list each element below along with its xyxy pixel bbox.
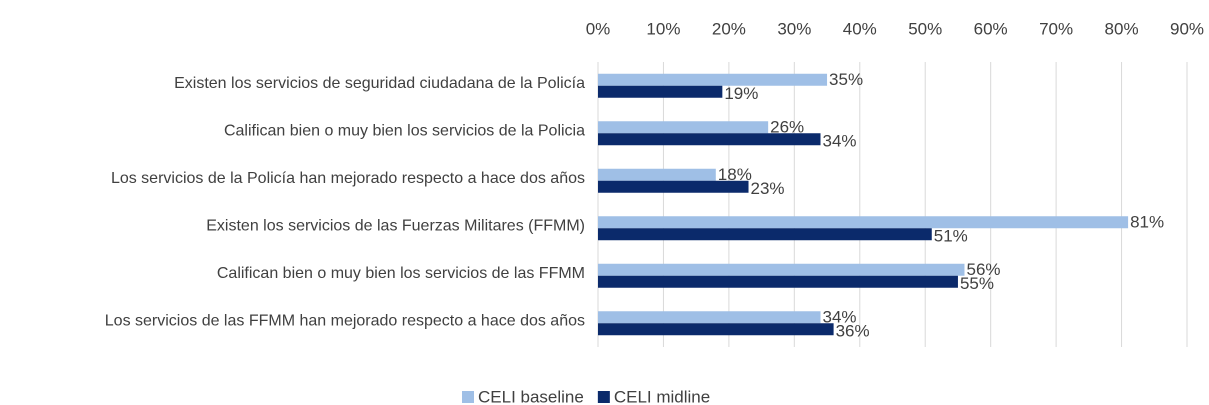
data-label: 56% bbox=[966, 260, 1000, 279]
x-tick-label: 60% bbox=[974, 19, 1008, 38]
bar bbox=[598, 323, 834, 336]
legend-swatch bbox=[597, 391, 610, 403]
data-label: 81% bbox=[1130, 213, 1164, 232]
x-tick-label: 70% bbox=[1039, 19, 1073, 38]
category-label: Los servicios de las FFMM han mejorado r… bbox=[105, 312, 585, 329]
legend-label: CELI midline bbox=[614, 387, 710, 405]
bar bbox=[598, 275, 958, 288]
bar bbox=[598, 216, 1129, 229]
bar bbox=[598, 311, 821, 324]
category-label: Califican bien o muy bien los servicios … bbox=[224, 122, 585, 139]
category-label: Califican bien o muy bien los servicios … bbox=[217, 265, 585, 282]
bar bbox=[598, 121, 769, 134]
bar bbox=[598, 85, 723, 98]
data-label: 55% bbox=[960, 274, 994, 293]
x-tick-label: 90% bbox=[1170, 19, 1204, 38]
data-label: 18% bbox=[718, 165, 752, 184]
bar bbox=[598, 228, 932, 241]
data-label: 34% bbox=[823, 308, 857, 327]
bar bbox=[598, 180, 749, 193]
legend-swatch bbox=[462, 391, 474, 403]
x-tick-label: 0% bbox=[586, 19, 611, 38]
data-label: 23% bbox=[751, 179, 785, 198]
x-tick-label: 50% bbox=[908, 19, 942, 38]
x-tick-label: 40% bbox=[843, 19, 877, 38]
bar bbox=[598, 73, 828, 86]
data-label: 51% bbox=[934, 227, 968, 246]
bar bbox=[598, 133, 821, 146]
legend-label: CELI baseline bbox=[478, 387, 584, 405]
data-label: 19% bbox=[724, 84, 758, 103]
bar bbox=[598, 263, 965, 276]
category-label: Existen los servicios de las Fuerzas Mil… bbox=[206, 217, 585, 234]
data-label: 35% bbox=[829, 70, 863, 89]
x-tick-label: 30% bbox=[777, 19, 811, 38]
data-label: 34% bbox=[823, 132, 857, 151]
x-tick-label: 20% bbox=[712, 19, 746, 38]
category-label: Los servicios de la Policía han mejorado… bbox=[111, 170, 585, 187]
category-label: Existen los servicios de seguridad ciuda… bbox=[174, 75, 585, 92]
data-label: 36% bbox=[836, 322, 870, 341]
bar bbox=[598, 168, 716, 181]
data-label: 26% bbox=[770, 118, 804, 137]
x-tick-label: 10% bbox=[646, 19, 680, 38]
x-tick-label: 80% bbox=[1105, 19, 1139, 38]
